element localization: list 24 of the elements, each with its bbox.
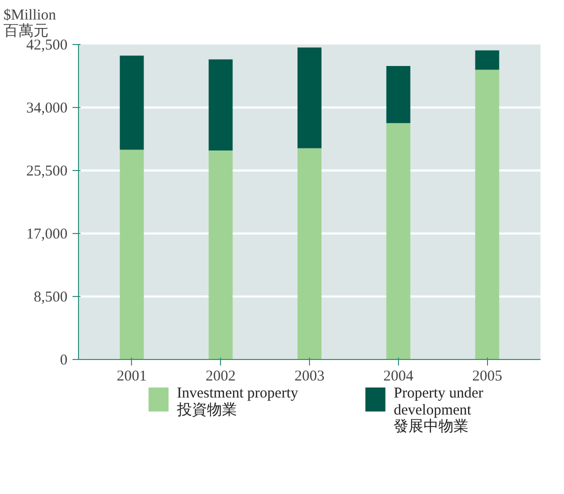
bar: [298, 148, 322, 360]
bar: [120, 150, 144, 360]
bar: [208, 59, 233, 150]
legend-label: Investment property 投資物業: [176, 386, 299, 418]
y-tick-label: 34,000: [26, 100, 68, 116]
y-tick-label: 25,500: [26, 164, 68, 180]
y-tick-label: 8,500: [34, 290, 68, 306]
bar: [208, 150, 233, 360]
x-tick-label: 2005: [472, 368, 502, 384]
bar: [120, 56, 144, 150]
x-tick-label: 2002: [206, 368, 236, 384]
bar: [386, 123, 410, 360]
x-tick-label: 2003: [294, 368, 324, 384]
y-tick-label: 42,500: [26, 38, 68, 54]
x-tick-label: 2001: [116, 368, 147, 384]
bar: [298, 47, 322, 148]
y-axis-title: $Million 百萬元: [4, 8, 57, 40]
bar: [475, 50, 500, 70]
bar: [475, 70, 500, 360]
x-tick-label: 2004: [383, 368, 414, 384]
y-tick-label: 0: [60, 352, 68, 368]
legend-label: Property under development 發展中物業: [394, 386, 484, 436]
bar: [386, 66, 410, 124]
y-tick-label: 17,000: [26, 226, 68, 242]
